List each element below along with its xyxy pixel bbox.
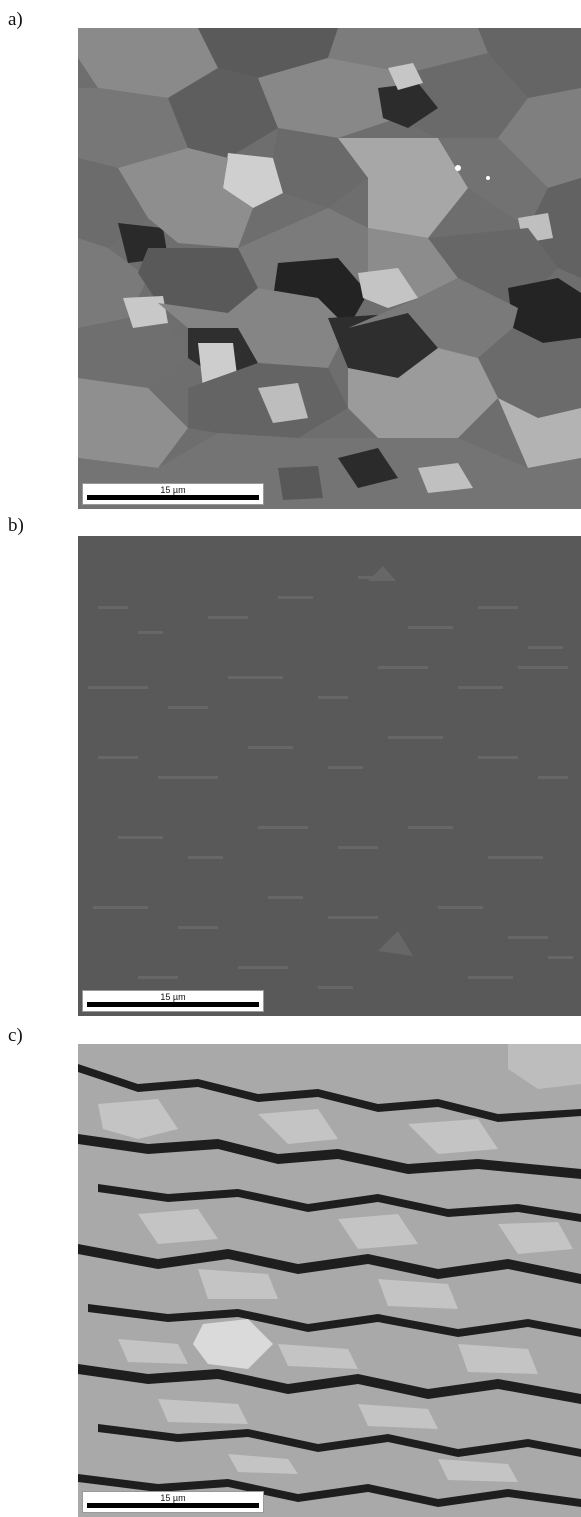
panel-b-phase-map: 15 µm (78, 536, 581, 1016)
scale-bar-c: 15 µm (82, 1491, 264, 1513)
scale-bar-a-text: 15 µm (160, 485, 186, 495)
panel-a-label: a) (8, 9, 23, 30)
panel-a-grain-map: 15 µm (78, 28, 581, 509)
band-contrast-map-c-image (78, 1044, 581, 1517)
scale-bar-b-text: 15 µm (160, 992, 186, 1002)
panel-c-label: c) (8, 1025, 23, 1046)
panel-b-label: b) (8, 515, 24, 536)
panel-c-band-contrast-map: 15 µm (78, 1044, 581, 1517)
phase-map-b-image (78, 536, 581, 1016)
scale-bar-a-line (87, 495, 259, 500)
scale-bar-a: 15 µm (82, 483, 264, 505)
scale-bar-b: 15 µm (82, 990, 264, 1012)
scale-bar-c-line (87, 1503, 259, 1508)
scale-bar-b-line (87, 1002, 259, 1007)
scale-bar-c-text: 15 µm (160, 1493, 186, 1503)
grain-map-a-image (78, 28, 581, 509)
